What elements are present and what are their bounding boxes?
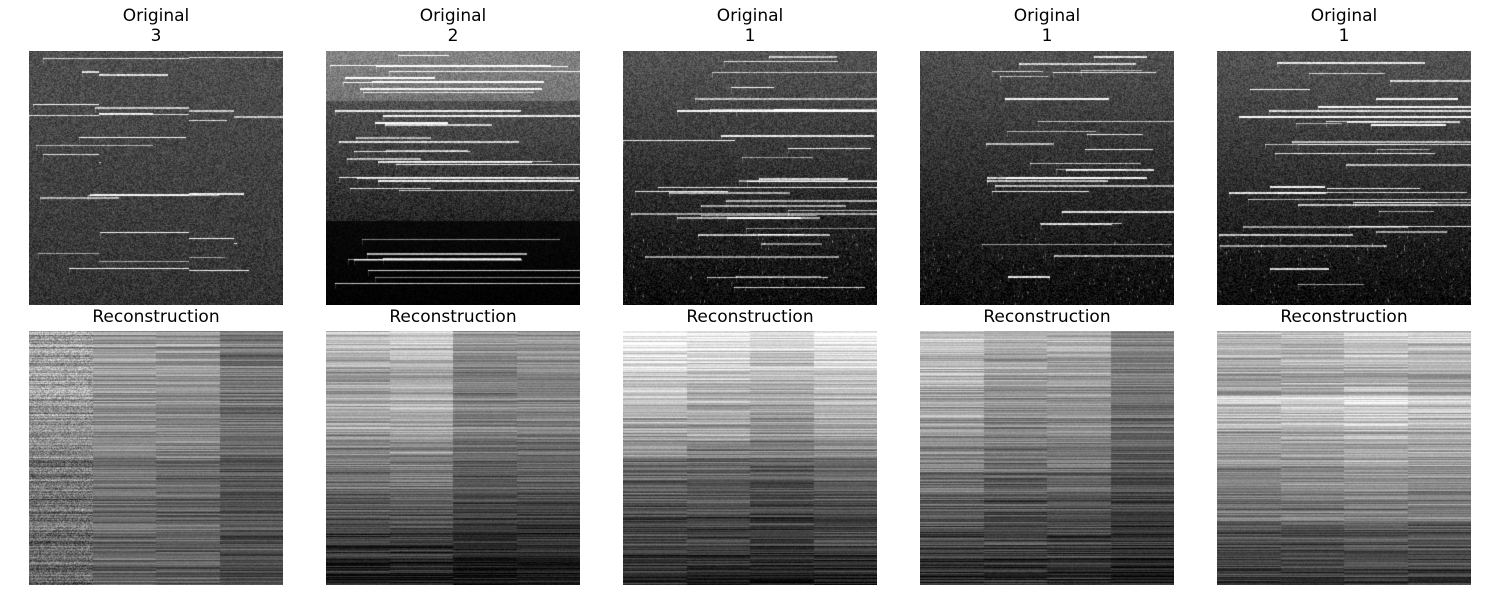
reconstruction-image (1217, 331, 1471, 585)
reconstruction-image (623, 331, 877, 585)
title-text: Original (1013, 6, 1081, 26)
spectrogram-image (29, 51, 283, 305)
reconstruction-image (326, 331, 580, 585)
panel-title: Reconstruction (1280, 307, 1408, 327)
panel-title: Reconstruction (389, 307, 517, 327)
panel-title: Original 1 (623, 6, 877, 46)
title-text: Original (122, 6, 190, 26)
class-label: 1 (744, 26, 756, 46)
panel-title: Reconstruction (983, 307, 1111, 327)
spectrogram-image (920, 51, 1174, 305)
panel-title: Original 3 (29, 6, 283, 46)
class-label: 3 (150, 26, 162, 46)
reconstruction-image (29, 331, 283, 585)
reconstruction-image (920, 331, 1174, 585)
panel-title: Original 1 (1217, 6, 1471, 46)
panel-title: Reconstruction (686, 307, 814, 327)
spectrogram-image (623, 51, 877, 305)
class-label: 1 (1338, 26, 1350, 46)
title-text: Original (419, 6, 487, 26)
title-text: Original (1310, 6, 1378, 26)
spectrogram-image (326, 51, 580, 305)
panel-title: Reconstruction (92, 307, 220, 327)
class-label: 2 (447, 26, 459, 46)
panel-title: Original 2 (326, 6, 580, 46)
class-label: 1 (1041, 26, 1053, 46)
title-text: Original (716, 6, 784, 26)
spectrogram-image (1217, 51, 1471, 305)
panel-title: Original 1 (920, 6, 1174, 46)
